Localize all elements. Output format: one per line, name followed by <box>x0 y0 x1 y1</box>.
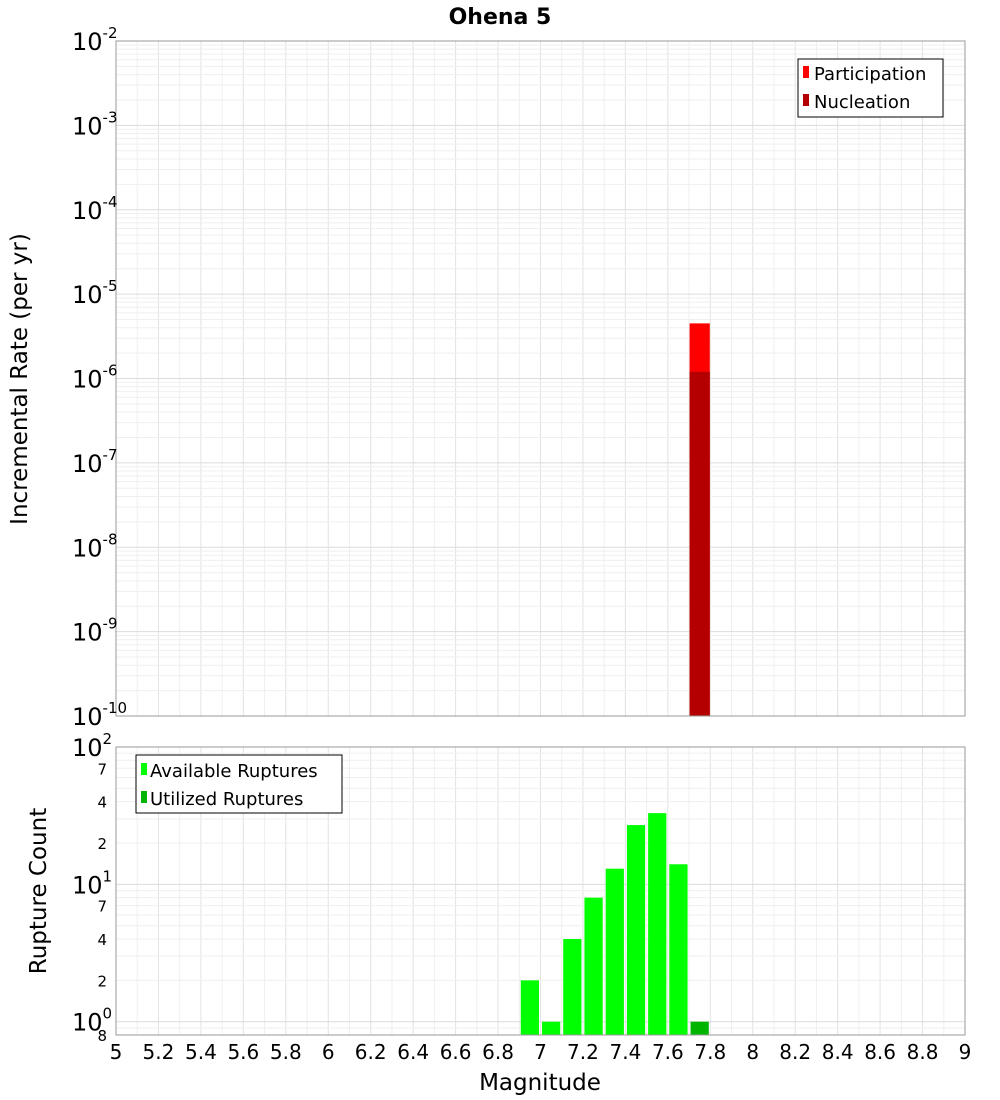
x-tick-label: 8.6 <box>864 1040 896 1064</box>
bar-nucleation <box>689 371 710 716</box>
legend-label-available: Available Ruptures <box>150 761 318 782</box>
legend-swatch-nucleation <box>803 94 809 106</box>
x-tick-label: 7 <box>534 1040 547 1064</box>
chart-title: Ohena 5 <box>449 5 552 30</box>
bar-utilized-ruptures <box>690 1021 709 1035</box>
top-plot-frame <box>115 40 966 717</box>
x-tick-label: 6.4 <box>397 1040 429 1064</box>
x-tick-label: 9 <box>959 1040 972 1064</box>
x-tick-label: 6.6 <box>440 1040 472 1064</box>
y-minor-tick-label: 4 <box>97 794 107 812</box>
legend-label-participation: Participation <box>814 64 926 85</box>
y-tick-label: 10-8 <box>72 530 118 562</box>
x-tick-label: 8.8 <box>907 1040 939 1064</box>
y-minor-tick-label: 2 <box>97 972 107 990</box>
top-plot-bars <box>689 323 710 716</box>
bar-available-ruptures <box>669 864 688 1035</box>
x-tick-label: 5.2 <box>143 1040 175 1064</box>
bar-available-ruptures <box>648 813 667 1035</box>
x-tick-label: 8.2 <box>779 1040 811 1064</box>
bottom-legend: Available Ruptures Utilized Ruptures <box>135 754 343 814</box>
x-axis-tick-labels: 5 5.2 5.4 5.6 5.8 6 6.2 6.4 6.6 6.8 7 7.2 7.4 7.6 7.8 8… <box>110 1040 972 1064</box>
y-tick-label: 102 <box>72 730 112 762</box>
y-tick-label: 10-3 <box>72 108 118 140</box>
x-tick-label: 5 <box>110 1040 123 1064</box>
y-tick-label: 10-9 <box>72 615 118 647</box>
x-tick-label: 6.2 <box>355 1040 387 1064</box>
x-tick-label: 7.4 <box>609 1040 641 1064</box>
y-minor-tick-label: 4 <box>97 931 107 949</box>
x-tick-label: 5.6 <box>227 1040 259 1064</box>
y-minor-tick-label: 2 <box>97 835 107 853</box>
y-tick-label: 101 <box>72 867 112 899</box>
y-tick-label: 10-7 <box>72 446 118 478</box>
y-tick-label: 10-2 <box>72 24 118 56</box>
top-y-axis-label: Incremental Rate (per yr) <box>7 233 33 525</box>
y-tick-label: 10-4 <box>72 193 118 225</box>
bar-available-ruptures <box>626 825 646 1035</box>
top-plot-grid <box>115 41 966 717</box>
top-legend: Participation Nucleation <box>797 58 944 118</box>
bar-available-ruptures <box>584 897 603 1035</box>
x-tick-label: 5.8 <box>270 1040 302 1064</box>
x-tick-label: 7.8 <box>694 1040 726 1064</box>
x-tick-label: 5.4 <box>185 1040 217 1064</box>
top-plot-y-tick-labels: 10-2 10-3 10-4 10-5 10-6 10-7 10-8 10-9 10-10 <box>72 24 127 731</box>
x-tick-label: 6.8 <box>482 1040 514 1064</box>
y-tick-label: 10-5 <box>72 277 118 309</box>
legend-swatch-participation <box>803 66 809 78</box>
bottom-plot-bars <box>520 813 709 1035</box>
bottom-plot-frame <box>115 746 966 1036</box>
bottom-y-axis-label: Rupture Count <box>26 808 52 974</box>
legend-swatch-utilized <box>141 791 147 803</box>
x-tick-label: 7.6 <box>652 1040 684 1064</box>
bar-available-ruptures <box>520 980 539 1035</box>
legend-label-utilized: Utilized Ruptures <box>150 789 303 810</box>
y-tick-label: 100 <box>72 1005 112 1037</box>
x-tick-label: 6 <box>322 1040 335 1064</box>
y-minor-tick-label: 7 <box>97 760 107 778</box>
x-tick-label: 7.2 <box>567 1040 599 1064</box>
y-tick-label: 10-10 <box>72 699 127 731</box>
bar-available-ruptures <box>542 1021 561 1035</box>
y-tick-label: 10-6 <box>72 362 118 394</box>
x-tick-label: 8 <box>746 1040 759 1064</box>
bar-available-ruptures <box>563 939 582 1035</box>
legend-label-nucleation: Nucleation <box>814 92 910 113</box>
bar-available-ruptures <box>605 868 624 1035</box>
x-axis-label: Magnitude <box>479 1070 601 1096</box>
y-minor-tick-label: 8 <box>97 1027 107 1045</box>
bottom-plot-y-tick-labels: 102 101 100 7 4 2 7 4 2 8 <box>72 730 112 1045</box>
y-minor-tick-label: 7 <box>97 898 107 916</box>
legend-swatch-available <box>141 763 147 775</box>
x-tick-label: 8.4 <box>822 1040 854 1064</box>
